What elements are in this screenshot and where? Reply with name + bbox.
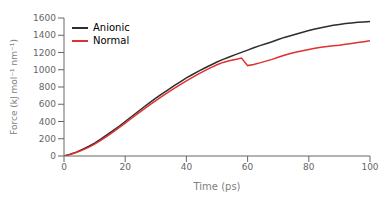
html-text:Normal: Normal [93, 35, 130, 46]
svg-text:1600: 1600 [33, 13, 56, 23]
svg-text:400: 400 [39, 117, 56, 127]
svg-text:60: 60 [242, 162, 254, 172]
svg-text:200: 200 [39, 134, 56, 144]
svg-text:0: 0 [50, 151, 56, 161]
svg-text:600: 600 [39, 99, 56, 109]
svg-text:800: 800 [39, 82, 56, 92]
svg-text:80: 80 [303, 162, 315, 172]
svg-text:0: 0 [61, 162, 67, 172]
svg-text:1000: 1000 [33, 65, 56, 75]
svg-text:Time (ps): Time (ps) [192, 181, 240, 192]
svg-text:1400: 1400 [33, 30, 56, 40]
svg-text:20: 20 [119, 162, 131, 172]
svg-text:40: 40 [181, 162, 193, 172]
svg-text:Force (kJ mol⁻¹ nm⁻¹): Force (kJ mol⁻¹ nm⁻¹) [9, 39, 19, 135]
html-text:Anionic: Anionic [93, 22, 130, 33]
svg-text:1200: 1200 [33, 48, 56, 58]
svg-text:100: 100 [361, 162, 378, 172]
